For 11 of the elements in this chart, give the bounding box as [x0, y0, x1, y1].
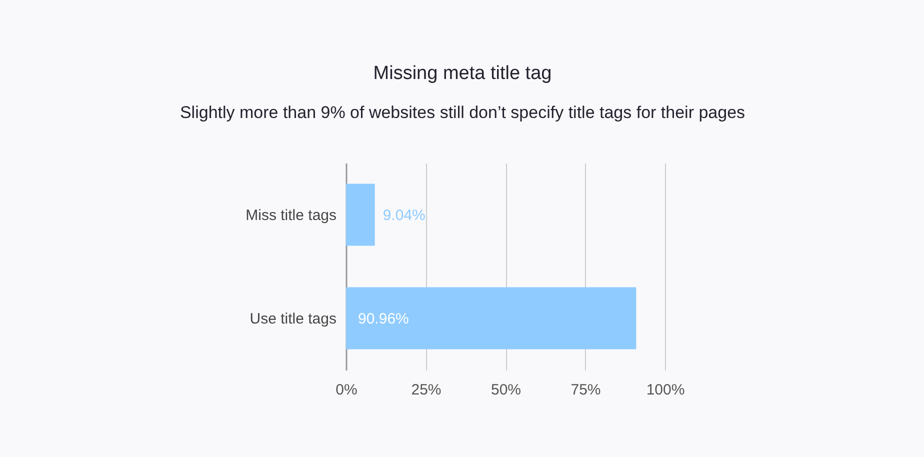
data-label: 9.04%: [382, 206, 426, 224]
x-tick-label: 50%: [490, 382, 522, 398]
y-tick-label: Miss title tags: [246, 206, 336, 224]
x-tick-label: 100%: [646, 382, 685, 398]
chart-title: Missing meta title tag: [373, 63, 552, 84]
x-tick-label: 75%: [570, 382, 601, 398]
y-tick-label: Use title tags: [250, 310, 336, 328]
x-tick-label: 25%: [411, 382, 442, 398]
chart-subtitle: Slightly more than 9% of websites still don’t specify title tags for their pages: [180, 103, 746, 122]
data-label: 90.96%: [358, 310, 409, 328]
x-tick-label: 0%: [336, 382, 358, 398]
